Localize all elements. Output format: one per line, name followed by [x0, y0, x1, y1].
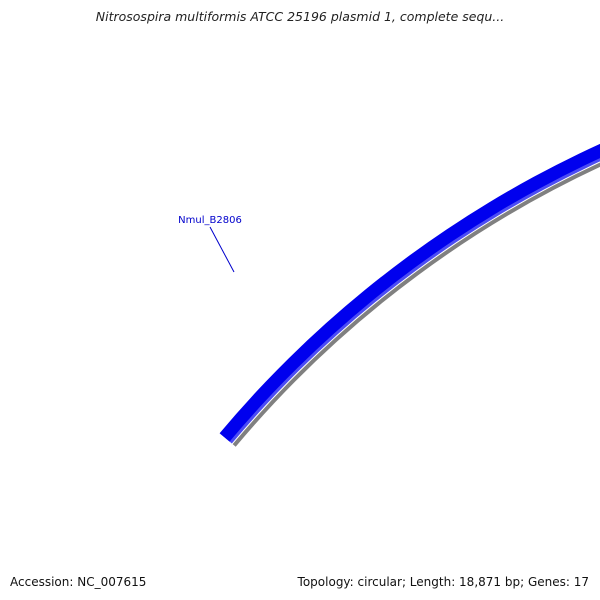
gene-Nmul_B2806[interactable]	[219, 46, 600, 442]
gene-label-leader	[209, 226, 235, 273]
gene-labels: Nmul_B2806	[178, 215, 242, 273]
gene-track	[219, 46, 600, 444]
topology-summary: Topology: circular; Length: 18,871 bp; G…	[297, 575, 589, 589]
gene-label-Nmul_B2806[interactable]: Nmul_B2806	[178, 215, 242, 226]
accession-text: Accession: NC_007615	[10, 575, 147, 589]
map-title: Nitrosospira multiformis ATCC 25196 plas…	[95, 9, 505, 24]
plasmid-backbone	[232, 162, 600, 447]
